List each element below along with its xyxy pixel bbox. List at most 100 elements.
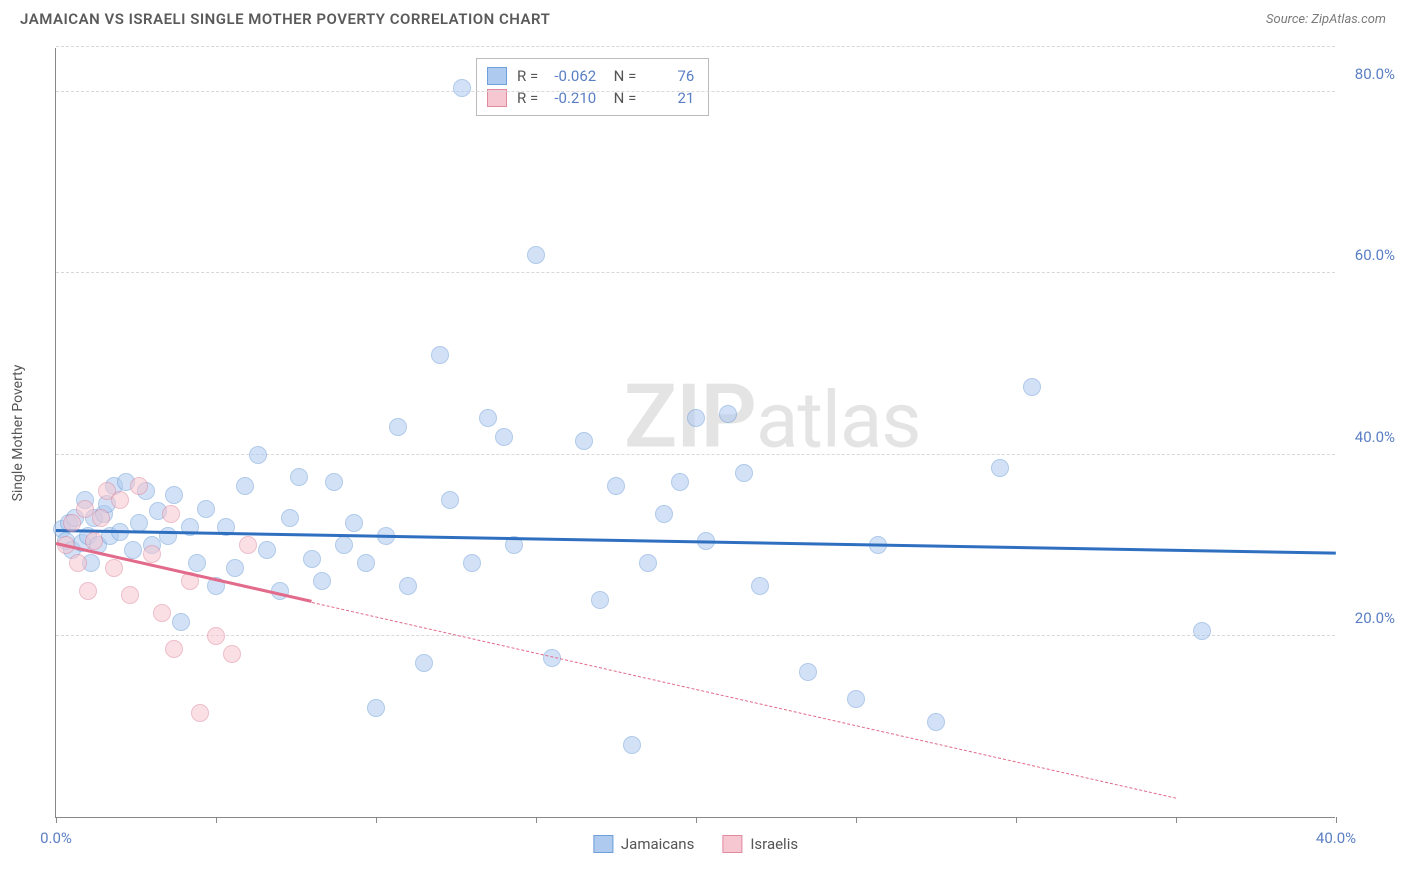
data-point	[441, 491, 459, 509]
grid-line	[56, 46, 1335, 47]
x-tick	[1016, 817, 1017, 823]
source-attribution: Source: ZipAtlas.com	[1266, 12, 1386, 27]
data-point	[153, 604, 171, 622]
data-point	[226, 559, 244, 577]
x-tick	[536, 817, 537, 823]
data-point	[130, 477, 148, 495]
data-point	[927, 713, 945, 731]
data-point	[111, 491, 129, 509]
data-point	[479, 409, 497, 427]
data-point	[367, 699, 385, 717]
data-point	[687, 409, 705, 427]
data-point	[290, 468, 308, 486]
grid-line	[56, 91, 1335, 92]
plot-area: Single Mother Poverty ZIPatlas R = -0.06…	[55, 48, 1335, 818]
data-point	[453, 79, 471, 97]
chart-title: JAMAICAN VS ISRAELI SINGLE MOTHER POVERT…	[20, 10, 550, 28]
x-tick	[376, 817, 377, 823]
data-point	[258, 541, 276, 559]
data-point	[1023, 378, 1041, 396]
y-tick-label: 20.0%	[1355, 609, 1395, 627]
y-tick-label: 60.0%	[1355, 246, 1395, 264]
x-tick-label: 40.0%	[1316, 829, 1356, 847]
legend-item-jamaicans: Jamaicans	[593, 835, 694, 853]
data-point	[188, 554, 206, 572]
x-tick	[856, 817, 857, 823]
data-point	[799, 663, 817, 681]
y-tick-label: 80.0%	[1355, 65, 1395, 83]
data-point	[92, 509, 110, 527]
data-point	[591, 591, 609, 609]
data-point	[399, 577, 417, 595]
data-point	[249, 446, 267, 464]
data-point	[607, 477, 625, 495]
stats-row-israelis: R = -0.210 N = 21	[487, 87, 694, 109]
data-point	[671, 473, 689, 491]
grid-line	[56, 635, 1335, 636]
data-point	[431, 346, 449, 364]
data-point	[313, 572, 331, 590]
legend-item-israelis: Israelis	[722, 835, 798, 853]
data-point	[639, 554, 657, 572]
x-tick	[1176, 817, 1177, 823]
data-point	[325, 473, 343, 491]
data-point	[463, 554, 481, 572]
data-point	[197, 500, 215, 518]
data-point	[130, 514, 148, 532]
data-point	[124, 541, 142, 559]
swatch-jamaicans	[487, 67, 507, 85]
legend-label-israelis: Israelis	[750, 835, 798, 853]
x-tick	[216, 817, 217, 823]
data-point	[105, 559, 123, 577]
regression-line	[312, 602, 1176, 799]
y-tick-label: 40.0%	[1355, 428, 1395, 446]
data-point	[655, 505, 673, 523]
data-point	[751, 577, 769, 595]
data-point	[345, 514, 363, 532]
data-point	[527, 246, 545, 264]
legend-label-jamaicans: Jamaicans	[621, 835, 694, 853]
data-point	[1193, 622, 1211, 640]
r-value-jamaicans: -0.062	[548, 67, 596, 85]
data-point	[143, 545, 161, 563]
data-point	[79, 582, 97, 600]
n-value-jamaicans: 76	[646, 67, 694, 85]
swatch-jamaicans-icon	[593, 835, 613, 853]
data-point	[415, 654, 433, 672]
data-point	[165, 486, 183, 504]
data-point	[165, 640, 183, 658]
swatch-israelis-icon	[722, 835, 742, 853]
data-point	[172, 613, 190, 631]
stats-row-jamaicans: R = -0.062 N = 76	[487, 65, 694, 87]
x-tick	[696, 817, 697, 823]
data-point	[85, 532, 103, 550]
data-point	[162, 505, 180, 523]
grid-line	[56, 272, 1335, 273]
y-axis-title: Single Mother Poverty	[10, 364, 26, 501]
chart-container: Single Mother Poverty ZIPatlas R = -0.06…	[55, 48, 1385, 838]
data-point	[735, 464, 753, 482]
data-point	[495, 428, 513, 446]
data-point	[63, 514, 81, 532]
data-point	[847, 690, 865, 708]
data-point	[357, 554, 375, 572]
data-point	[236, 477, 254, 495]
data-point	[121, 586, 139, 604]
data-point	[389, 418, 407, 436]
x-tick-label: 0.0%	[40, 829, 72, 847]
data-point	[207, 627, 225, 645]
legend-bottom: Jamaicans Israelis	[593, 835, 798, 853]
data-point	[623, 736, 641, 754]
x-tick	[56, 817, 57, 823]
data-point	[575, 432, 593, 450]
stats-legend-box: R = -0.062 N = 76 R = -0.210 N = 21	[476, 58, 709, 116]
data-point	[223, 645, 241, 663]
data-point	[281, 509, 299, 527]
data-point	[239, 536, 257, 554]
data-point	[191, 704, 209, 722]
data-point	[335, 536, 353, 554]
data-point	[303, 550, 321, 568]
data-point	[991, 459, 1009, 477]
data-point	[69, 554, 87, 572]
data-point	[719, 405, 737, 423]
